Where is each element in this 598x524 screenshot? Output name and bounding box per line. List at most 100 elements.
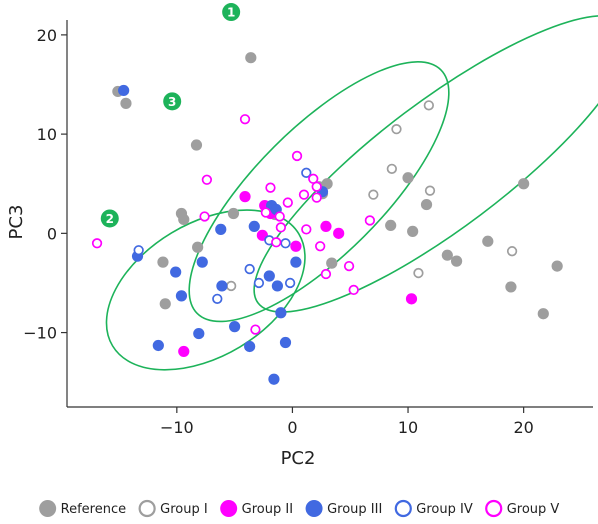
point-group-v xyxy=(265,182,276,193)
point-reference xyxy=(178,213,190,226)
point-reference xyxy=(157,256,169,268)
cluster-badge-label-3: 3 xyxy=(168,95,176,109)
point-group-iii xyxy=(229,321,241,333)
point-group-iv xyxy=(301,167,312,178)
legend-marker-group-iv xyxy=(394,499,412,518)
point-reference xyxy=(420,198,433,211)
point-group-ii xyxy=(405,293,418,305)
x-tick-label: 20 xyxy=(513,418,533,437)
point-group-v xyxy=(320,268,332,280)
point-reference xyxy=(537,308,549,320)
x-tick-label: −10 xyxy=(160,418,194,437)
point-group-iv xyxy=(244,263,255,275)
point-group-iii xyxy=(193,327,205,340)
point-group-v xyxy=(315,241,326,252)
y-tick-label: −10 xyxy=(23,324,57,343)
point-reference xyxy=(245,52,257,64)
point-group-v xyxy=(343,260,355,272)
legend-marker-reference xyxy=(39,500,57,517)
legend-label-group-iii: Group III xyxy=(327,502,382,517)
point-reference xyxy=(227,207,240,220)
cluster-badge-3 xyxy=(163,92,182,111)
point-group-v xyxy=(348,284,359,296)
point-group-v xyxy=(274,211,285,222)
point-group-i xyxy=(386,163,397,174)
point-group-iii xyxy=(196,256,208,268)
point-group-iv xyxy=(133,245,144,256)
legend-label-group-iv: Group IV xyxy=(416,502,473,517)
axes: −10 0 10 20 −10 0 10 20 xyxy=(23,20,593,437)
y-tick-label: 10 xyxy=(37,125,57,144)
y-axis-label: PC3 xyxy=(6,205,27,240)
point-group-ii xyxy=(320,220,332,232)
point-group-iii xyxy=(279,336,292,349)
cluster-badge-1 xyxy=(222,3,241,22)
point-reference xyxy=(441,249,453,261)
point-group-iii xyxy=(271,280,283,292)
point-group-ii xyxy=(178,345,190,358)
point-group-v xyxy=(275,222,287,233)
point-reference xyxy=(192,241,204,253)
point-group-v xyxy=(298,189,310,200)
point-group-ii xyxy=(333,227,345,239)
cluster-ellipse-2 xyxy=(105,209,306,371)
point-reference xyxy=(407,225,419,237)
y-tick-label: 0 xyxy=(47,224,57,243)
point-group-iv xyxy=(253,277,265,289)
point-reference xyxy=(402,172,414,184)
point-group-v xyxy=(260,207,271,218)
point-group-iii xyxy=(215,223,227,235)
point-group-iv xyxy=(280,238,291,249)
point-group-iii xyxy=(118,84,130,97)
point-group-iii xyxy=(175,290,188,302)
point-group-v xyxy=(364,215,376,226)
point-group-iv xyxy=(212,293,223,304)
legend: Reference Group I Group II Group III Group I… xyxy=(39,499,559,518)
cluster-badge-label-2: 2 xyxy=(106,212,114,226)
point-group-i xyxy=(391,124,402,135)
point-group-v xyxy=(199,211,210,222)
point-reference xyxy=(159,298,171,310)
y-tick-label: 20 xyxy=(37,26,57,45)
point-group-iii xyxy=(263,270,275,282)
point-reference xyxy=(450,255,463,267)
point-group-v xyxy=(282,197,293,208)
point-group-iv xyxy=(284,277,296,289)
point-group-i xyxy=(506,246,518,257)
legend-marker-group-ii xyxy=(220,500,238,517)
legend-label-reference: Reference xyxy=(61,502,126,517)
point-group-iii xyxy=(290,256,302,268)
x-tick-label: 10 xyxy=(398,418,418,437)
point-group-i xyxy=(423,100,434,111)
point-group-iii xyxy=(244,340,256,353)
point-group-v xyxy=(239,114,251,125)
cluster-ellipses xyxy=(105,14,598,371)
legend-label-group-ii: Group II xyxy=(242,502,293,517)
point-group-ii xyxy=(290,240,302,252)
point-group-v xyxy=(301,224,312,235)
x-tick-label: 0 xyxy=(287,418,297,437)
point-group-v xyxy=(250,324,261,335)
point-group-v xyxy=(311,181,322,192)
point-group-v xyxy=(311,192,322,203)
cluster-badge-2 xyxy=(100,209,119,228)
x-axis-label: PC2 xyxy=(281,448,316,469)
point-group-i xyxy=(226,280,237,292)
point-reference xyxy=(326,257,338,269)
legend-marker-group-i xyxy=(138,499,156,518)
point-group-iii xyxy=(268,373,280,385)
point-group-ii xyxy=(239,191,251,203)
point-group-i xyxy=(413,267,424,279)
legend-marker-group-v xyxy=(485,499,503,518)
point-reference xyxy=(551,260,563,272)
point-group-iii xyxy=(216,280,228,292)
point-group-v xyxy=(291,150,303,162)
cluster-ellipse-3 xyxy=(188,61,450,323)
cluster-badges: 1 2 3 xyxy=(100,3,241,228)
cluster-badge-label-1: 1 xyxy=(227,6,235,20)
legend-label-group-i: Group I xyxy=(160,502,208,517)
point-group-iii xyxy=(248,220,260,232)
legend-marker-group-iii xyxy=(305,500,323,517)
point-reference xyxy=(120,97,132,109)
